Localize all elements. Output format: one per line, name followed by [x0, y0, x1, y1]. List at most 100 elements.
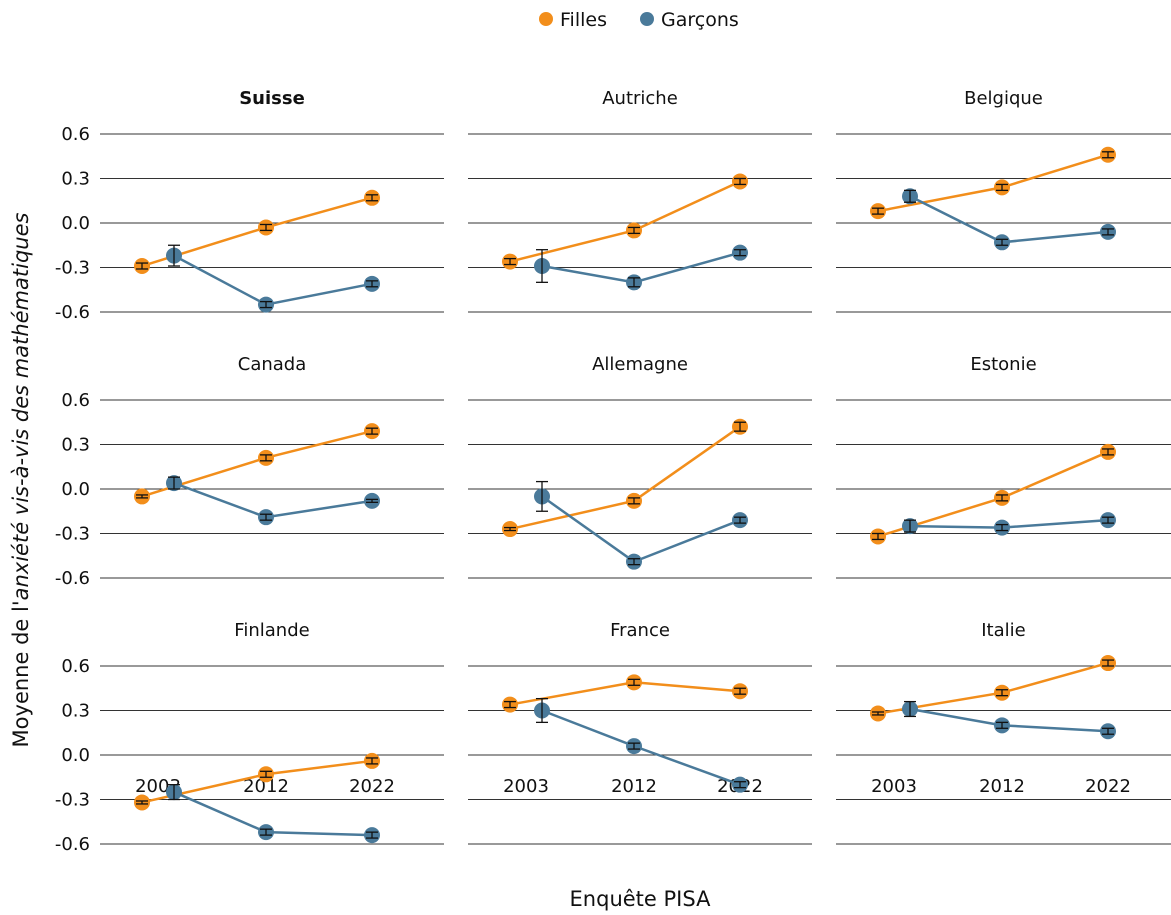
- error-bar-filles: [366, 194, 378, 202]
- error-bar-garcons: [260, 300, 272, 309]
- y-axis-label: Moyenne de l'anxiété vis-à-vis des mathé…: [9, 212, 33, 747]
- panel-title: Finlande: [234, 620, 309, 641]
- error-bar-garcons: [260, 828, 272, 836]
- error-bar-filles: [136, 800, 148, 805]
- y-tick-label: -0.6: [55, 834, 90, 855]
- error-bar-filles: [1102, 151, 1114, 159]
- error-bar-garcons: [168, 244, 180, 267]
- error-bar-filles: [504, 257, 516, 266]
- panel-belgique: Belgique: [836, 88, 1171, 313]
- error-bar-garcons: [996, 523, 1008, 532]
- panel-title: Belgique: [964, 88, 1043, 109]
- y-tick-label: 0.6: [61, 390, 90, 411]
- error-bar-filles: [996, 494, 1008, 502]
- panel-title: Suisse: [239, 88, 305, 109]
- error-bar-garcons: [1102, 516, 1114, 524]
- error-bar-filles: [1102, 448, 1114, 456]
- error-bar-filles: [136, 262, 148, 270]
- x-tick-label: 2003: [871, 776, 917, 797]
- error-bar-garcons: [168, 476, 180, 490]
- y-tick-label: -0.6: [55, 302, 90, 323]
- series-line-garcons: [541, 495, 741, 564]
- error-bar-garcons: [996, 238, 1008, 246]
- y-tick-label: -0.3: [55, 258, 90, 279]
- panel-title: Canada: [238, 354, 307, 375]
- error-bar-filles: [996, 183, 1008, 192]
- y-tick-label: 0.3: [61, 169, 90, 190]
- error-bar-filles: [366, 427, 378, 435]
- error-bar-filles: [734, 687, 746, 695]
- y-tick-label: 0.0: [61, 213, 90, 234]
- x-tick-label: 2012: [243, 776, 289, 797]
- series-line-garcons: [173, 254, 373, 306]
- y-tick-label: -0.6: [55, 568, 90, 589]
- panel-suisse: Suisse 0.6 0.3 0.0 -0.3 -0.6: [55, 88, 444, 323]
- x-tick-label: 2003: [503, 776, 549, 797]
- y-tick-label: 0.6: [61, 656, 90, 677]
- error-bar-garcons: [1102, 727, 1114, 735]
- y-tick-label: 0.0: [61, 479, 90, 500]
- series-line-garcons: [173, 481, 373, 519]
- panel-title: Estonie: [970, 354, 1036, 375]
- error-bar-filles: [872, 532, 884, 541]
- error-bar-garcons: [904, 189, 916, 203]
- panel-autriche: Autriche: [468, 88, 812, 313]
- y-axis-label-prefix: Moyenne de l': [9, 600, 33, 747]
- error-bar-garcons: [628, 558, 640, 566]
- panel-title: Allemagne: [592, 354, 688, 375]
- error-bar-filles: [366, 757, 378, 765]
- legend-marker-garcons: [640, 12, 654, 26]
- y-tick-label: 0.3: [61, 435, 90, 456]
- series-line-filles: [509, 681, 741, 706]
- error-bar-filles: [628, 678, 640, 686]
- panel-title: Autriche: [602, 88, 678, 109]
- x-axis-label: Enquête PISA: [570, 887, 712, 911]
- error-bar-filles: [504, 700, 516, 709]
- error-bar-filles: [504, 526, 516, 532]
- error-bar-garcons: [628, 742, 640, 750]
- error-bar-garcons: [168, 784, 180, 801]
- error-bar-garcons: [536, 480, 548, 512]
- panel-italie: Italie 2003 2012 2022: [836, 620, 1171, 845]
- error-bar-garcons: [536, 249, 548, 283]
- legend-label-garcons: Garçons: [661, 9, 739, 31]
- error-bar-filles: [734, 177, 746, 186]
- x-tick-label: 2022: [1085, 776, 1131, 797]
- error-bar-garcons: [734, 516, 746, 524]
- panels: Suisse 0.6 0.3 0.0 -0.3 -0.6 Autriche Belgique C…: [55, 88, 1171, 855]
- legend-label-filles: Filles: [560, 9, 607, 31]
- y-tick-label: -0.3: [55, 790, 90, 811]
- panel-title: France: [610, 620, 670, 641]
- error-bar-filles: [872, 207, 884, 215]
- legend-marker-filles: [539, 12, 553, 26]
- error-bar-filles: [1102, 659, 1114, 667]
- error-bar-garcons: [536, 697, 548, 724]
- error-bar-garcons: [904, 519, 916, 533]
- panel-canada: Canada 0.6 0.3 0.0 -0.3 -0.6: [55, 354, 444, 589]
- error-bar-filles: [734, 421, 746, 432]
- error-bar-garcons: [904, 700, 916, 718]
- series-line-filles: [509, 425, 741, 531]
- legend: Filles Garçons: [539, 9, 739, 31]
- x-tick-label: 2022: [349, 776, 395, 797]
- panel-title: Italie: [981, 620, 1025, 641]
- y-axis-label-italic: anxiété vis-à-vis des mathématiques: [9, 212, 33, 600]
- y-tick-label: -0.3: [55, 524, 90, 545]
- error-bar-filles: [260, 223, 272, 232]
- error-bar-filles: [260, 454, 272, 462]
- y-tick-label: 0.6: [61, 124, 90, 145]
- panel-estonie: Estonie: [836, 354, 1171, 579]
- error-bar-filles: [260, 770, 272, 778]
- error-bar-filles: [996, 689, 1008, 697]
- series-line-garcons: [909, 195, 1109, 244]
- error-bar-filles: [628, 497, 640, 505]
- x-tick-label: 2012: [611, 776, 657, 797]
- panel-allemagne: Allemagne: [468, 354, 812, 579]
- error-bar-filles: [872, 711, 884, 716]
- error-bar-garcons: [366, 280, 378, 288]
- y-tick-label: 0.0: [61, 745, 90, 766]
- error-bar-garcons: [628, 277, 640, 288]
- error-bar-garcons: [366, 831, 378, 839]
